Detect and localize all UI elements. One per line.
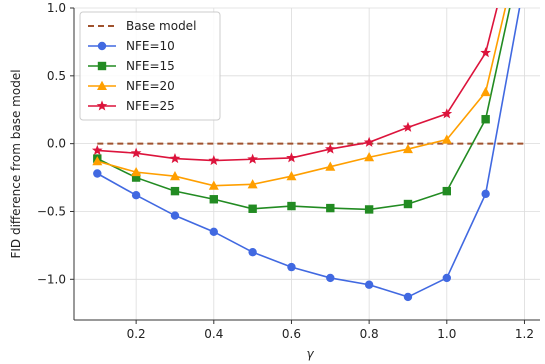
- x-axis-label: γ: [306, 347, 314, 361]
- x-tick-label: 0.8: [360, 327, 379, 341]
- data-point: [287, 262, 296, 272]
- y-tick-label: −0.5: [37, 204, 66, 218]
- tick-labels: 0.2 0.4 0.6 0.8 1.0 1.2 −1.0 −0.5 0.0 0.5 1.0: [37, 1, 534, 341]
- data-point: [363, 136, 375, 147]
- data-point: [247, 153, 258, 164]
- data-point: [130, 147, 142, 158]
- legend-marker: [97, 61, 107, 71]
- x-tick-label: 0.6: [282, 327, 301, 341]
- data-point: [441, 108, 453, 119]
- legend-item: NFE=25: [88, 99, 175, 113]
- data-point: [403, 199, 413, 209]
- data-point: [441, 134, 452, 144]
- data-point: [131, 166, 142, 177]
- y-tick-label: 0.5: [47, 69, 66, 83]
- series-line: [97, 8, 507, 187]
- legend-marker: [96, 100, 108, 111]
- data-point: [326, 273, 335, 283]
- data-point: [248, 204, 257, 213]
- data-point: [364, 280, 374, 289]
- legend-label: NFE=25: [126, 99, 175, 113]
- legend-item: Base model: [88, 19, 196, 33]
- data-point: [481, 189, 490, 199]
- data-point: [209, 227, 218, 237]
- data-point: [286, 171, 297, 181]
- data-point: [93, 169, 102, 178]
- legend: Base model NFE=10 NFE=15 NFE=20 NFE=25: [79, 11, 221, 121]
- legend-marker: [97, 41, 107, 51]
- legend-label: NFE=15: [126, 59, 175, 73]
- x-tick-label: 0.4: [204, 327, 223, 341]
- data-point: [131, 173, 141, 182]
- x-tick-label: 1.0: [437, 327, 456, 341]
- legend-marker: [97, 80, 107, 90]
- legend-item: NFE=20: [88, 79, 175, 93]
- series-nfe-20: [92, 8, 507, 190]
- data-point: [480, 86, 491, 97]
- legend-label: NFE=10: [126, 39, 175, 53]
- axes: [73, 8, 540, 321]
- legend-label: NFE=20: [126, 79, 175, 93]
- series-layer: [91, 8, 521, 302]
- y-axis-label: FID difference from base model: [9, 69, 23, 258]
- data-point: [402, 143, 413, 154]
- series-line: [96, 8, 521, 298]
- legend-label: Base model: [126, 19, 196, 33]
- data-point: [170, 211, 180, 220]
- data-point: [402, 121, 414, 132]
- data-point: [480, 47, 491, 58]
- data-point: [325, 161, 336, 171]
- data-point: [442, 273, 451, 283]
- y-tick-label: 0.0: [47, 137, 66, 151]
- x-tick-label: 0.2: [127, 327, 146, 341]
- data-point: [91, 144, 103, 155]
- data-point: [364, 205, 374, 214]
- data-point: [326, 203, 335, 213]
- series-line: [97, 8, 498, 162]
- data-point: [324, 143, 336, 154]
- data-point: [169, 171, 180, 181]
- legend-item: NFE=15: [88, 59, 175, 73]
- x-tick-label: 1.2: [515, 327, 534, 341]
- data-point: [286, 152, 297, 163]
- series-line: [96, 8, 511, 211]
- data-point: [442, 186, 451, 196]
- data-point: [481, 115, 490, 124]
- series-nfe-10: [93, 8, 521, 302]
- series-nfe-25: [91, 8, 498, 166]
- legend-box: [79, 11, 221, 121]
- data-point: [169, 152, 181, 164]
- legend-item: NFE=10: [88, 39, 175, 53]
- data-point: [364, 152, 375, 162]
- data-point: [287, 201, 296, 211]
- data-point: [92, 156, 103, 166]
- data-point: [248, 247, 257, 257]
- data-point: [170, 186, 180, 196]
- data-point: [208, 180, 219, 190]
- data-point: [209, 195, 218, 204]
- data-point: [247, 179, 258, 189]
- data-point: [208, 155, 220, 166]
- data-point: [403, 292, 413, 302]
- y-tick-label: −1.0: [37, 272, 66, 286]
- data-point: [131, 191, 141, 200]
- y-tick-label: 1.0: [47, 1, 66, 15]
